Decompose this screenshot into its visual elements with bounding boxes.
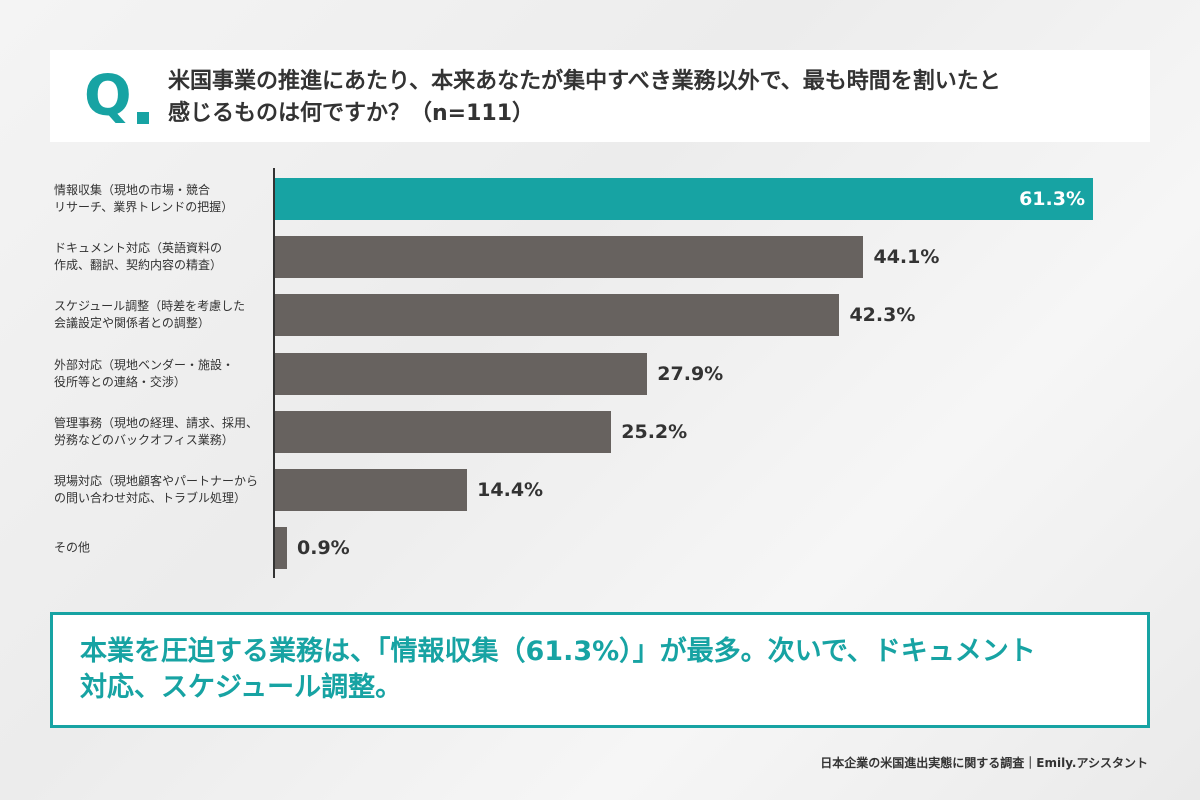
value-label: 27.9% (657, 362, 724, 385)
value-label: 0.9% (297, 537, 350, 560)
bar (275, 294, 840, 337)
value-label: 61.3% (1019, 188, 1085, 210)
bar (275, 352, 648, 395)
category-label: スケジュール調整（時差を考慮した 会議設定や関係者との調整） (54, 299, 246, 331)
callout-box (50, 612, 1150, 728)
category-label: ドキュメント対応（英語資料の 作成、翻訳、契約内容の精査） (54, 241, 223, 273)
category-label: 現場対応（現地顧客やパートナーから の問い合わせ対応、トラブル処理） (54, 474, 259, 505)
value-label: 44.1% (873, 246, 940, 269)
bar (275, 469, 468, 511)
title-marker: Q (84, 64, 132, 129)
callout: 本業を圧迫する業務は、「情報収集（61.3%）」が最多。次いで、ドキュメント 対… (80, 636, 1036, 703)
source: 日本企業の米国進出実態に関する調査｜Emily.アシスタント (820, 756, 1148, 770)
marker-dot (137, 112, 149, 124)
category-label: 情報収集（現地の市場・競合 リサーチ、業界トレンドの把握） (54, 183, 234, 214)
chart-title: 米国事業の推進にあたり、本来あなたが集中すべき業務以外で、最も時間を割いたと 感… (168, 69, 1001, 126)
bar (275, 527, 287, 570)
value-label: 25.2% (621, 420, 688, 443)
bar (275, 178, 1093, 220)
value-label: 42.3% (849, 304, 916, 327)
category-label: その他 (54, 540, 91, 555)
axis-line (273, 168, 275, 578)
bar (275, 410, 612, 453)
bar (275, 236, 864, 279)
category-label: 管理事務（現地の経理、請求、採用、 労務などのバックオフィス業務） (54, 415, 259, 447)
value-label: 14.4% (477, 479, 544, 501)
title-box (50, 50, 1150, 142)
category-label: 外部対応（現地ベンダー・施設・ 役所等との連絡・交渉） (54, 357, 235, 389)
